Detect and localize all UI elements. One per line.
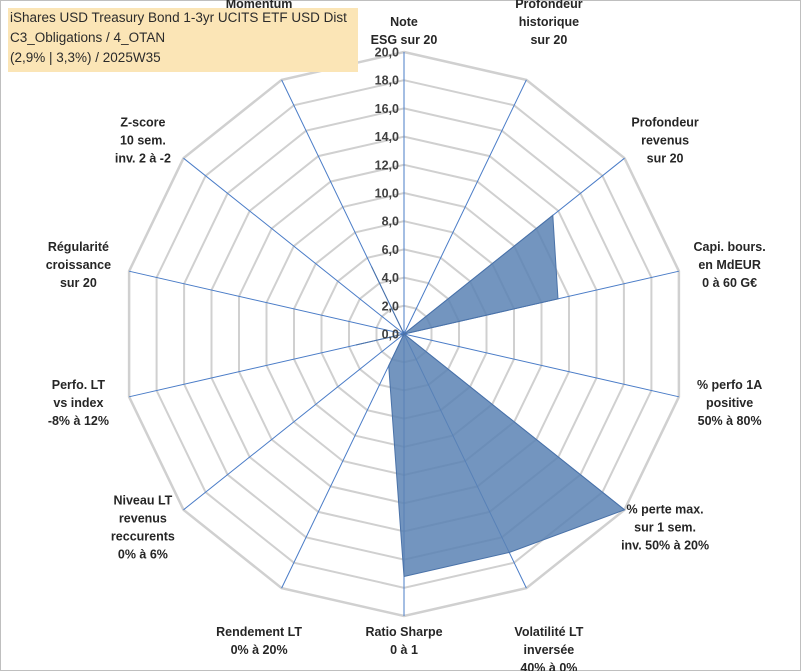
chart-title-line-2: C3_Obligations / 4_OTAN [10, 30, 166, 45]
axis-spoke [403, 333, 680, 398]
axis-label: % perfo 1A positive 50% à 80% [697, 378, 762, 428]
axis-label: Note ESG sur 20 [371, 15, 438, 47]
axis-label: Régularité croissance sur 20 [46, 240, 111, 290]
axis-spoke [403, 79, 527, 335]
tick-label: 14,0 [375, 130, 399, 144]
axis-label: Niveau LT revenus reccurents 0% à 6% [111, 493, 175, 561]
tick-label: 6,0 [382, 243, 399, 257]
radar-series [355, 214, 626, 578]
tick-label: 12,0 [375, 158, 399, 172]
chart-title-line-3: (2,9% | 3,3%) / 2025W35 [10, 50, 161, 65]
axis-label: Rendement LT 0% à 20% [216, 625, 302, 657]
tick-label: 2,0 [382, 299, 399, 313]
axis-spoke [281, 333, 405, 589]
axis-spoke [183, 333, 405, 511]
axis-spoke [128, 270, 405, 335]
chart-title-line-1: iShares USD Treasury Bond 1-3yr UCITS ET… [10, 10, 347, 25]
axis-label: Ratio Sharpe 0 à 1 [365, 625, 442, 657]
tick-label: 18,0 [375, 74, 399, 88]
axis-label: Z-score 10 sem. inv. 2 à -2 [115, 116, 171, 166]
tick-label: 16,0 [375, 102, 399, 116]
axis-label: Capi. bours. en MdEUR 0 à 60 G€ [693, 240, 765, 290]
axis-label: Profondeur historique sur 20 [515, 0, 582, 47]
radar-tick-labels: 0,0 2,0 4,0 6,0 8,0 10,0 12,0 14,0 16,0 18,0 20,0 [375, 46, 399, 342]
tick-label: 4,0 [382, 271, 399, 285]
tick-label: 0,0 [382, 328, 399, 342]
axis-spoke [183, 157, 405, 335]
tick-label: 10,0 [375, 187, 399, 201]
axis-label: Volatilité LT inversée 40% à 0% [514, 625, 583, 671]
axis-label: % perte max. sur 1 sem. inv. 50% à 20% [621, 502, 709, 552]
radar-axis-labels: Note ESG sur 20 Profondeur historique sur 20… [46, 0, 766, 671]
tick-label: 8,0 [382, 215, 399, 229]
axis-label: Perfo. LT vs index -8% à 12% [48, 378, 109, 428]
chart-title-box: iShares USD Treasury Bond 1-3yr UCITS ET… [8, 8, 358, 72]
series-area [355, 214, 626, 578]
axis-label: Profondeur revenus sur 20 [631, 116, 698, 166]
tick-label: 20,0 [375, 46, 399, 60]
